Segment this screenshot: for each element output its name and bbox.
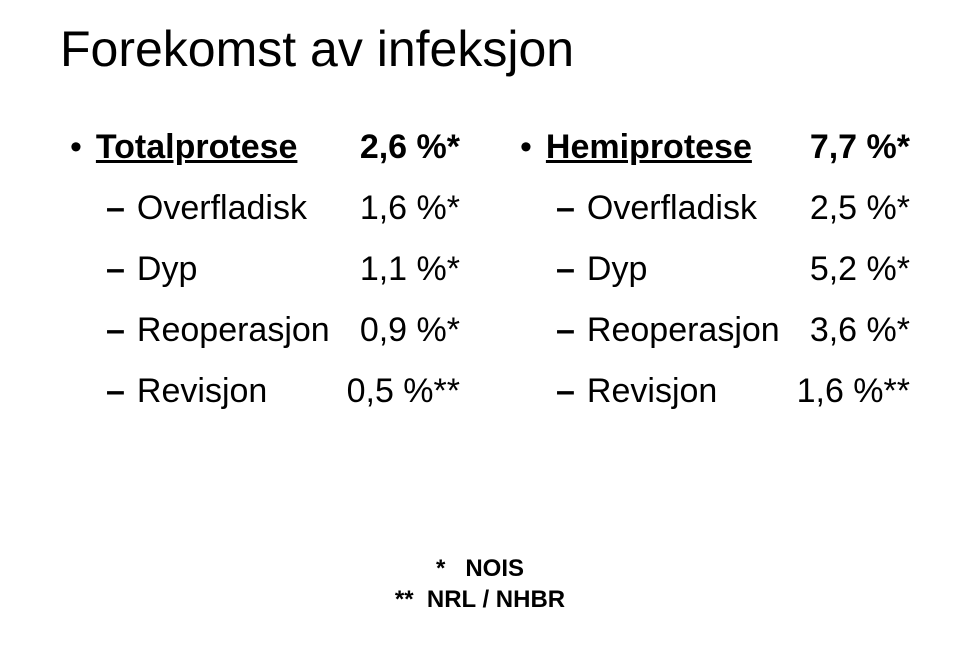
right-row: – Dyp 5,2 %* [520, 250, 910, 289]
left-row-value: 0,9 %* [360, 311, 460, 350]
left-row-value: 1,1 %* [360, 250, 460, 289]
right-row: – Overfladisk 2,5 %* [520, 189, 910, 228]
right-row-label: Dyp [587, 250, 647, 289]
left-row: – Overfladisk 1,6 %* [70, 189, 460, 228]
dash-icon: – [106, 252, 125, 286]
dash-icon: – [556, 191, 575, 225]
left-row: – Revisjon 0,5 %** [70, 372, 460, 411]
right-heading-value: 7,7 %* [810, 128, 910, 167]
bullet-icon: • [520, 130, 532, 164]
right-row: – Revisjon 1,6 %** [520, 372, 910, 411]
columns-container: • Totalprotese 2,6 %* – Overfladisk 1,6 … [70, 128, 910, 433]
left-row: – Reoperasjon 0,9 %* [70, 311, 460, 350]
right-heading-row: • Hemiprotese 7,7 %* [520, 128, 910, 167]
left-row-label: Reoperasjon [137, 311, 330, 350]
right-row-label: Revisjon [587, 372, 717, 411]
dash-icon: – [106, 313, 125, 347]
footnotes: * NOIS ** NRL / NHBR [0, 553, 960, 615]
right-row-value: 3,6 %* [810, 311, 910, 350]
dash-icon: – [556, 313, 575, 347]
right-row-value: 2,5 %* [810, 189, 910, 228]
footnote-line: * NOIS [0, 553, 960, 584]
left-row-label: Overfladisk [137, 189, 307, 228]
left-row-label: Dyp [137, 250, 197, 289]
left-heading-row: • Totalprotese 2,6 %* [70, 128, 460, 167]
left-row-value: 1,6 %* [360, 189, 460, 228]
right-row-value: 1,6 %** [797, 372, 910, 411]
page-title: Forekomst av infeksjon [60, 20, 910, 78]
dash-icon: – [556, 374, 575, 408]
right-row: – Reoperasjon 3,6 %* [520, 311, 910, 350]
right-row-label: Reoperasjon [587, 311, 780, 350]
dash-icon: – [556, 252, 575, 286]
dash-icon: – [106, 191, 125, 225]
left-row: – Dyp 1,1 %* [70, 250, 460, 289]
left-column: • Totalprotese 2,6 %* – Overfladisk 1,6 … [70, 128, 460, 433]
left-heading-label: Totalprotese [96, 128, 298, 167]
left-row-value: 0,5 %** [347, 372, 460, 411]
bullet-icon: • [70, 130, 82, 164]
left-row-label: Revisjon [137, 372, 267, 411]
footnote-line: ** NRL / NHBR [0, 584, 960, 615]
right-row-label: Overfladisk [587, 189, 757, 228]
left-heading-value: 2,6 %* [360, 128, 460, 167]
right-column: • Hemiprotese 7,7 %* – Overfladisk 2,5 %… [520, 128, 910, 433]
dash-icon: – [106, 374, 125, 408]
right-row-value: 5,2 %* [810, 250, 910, 289]
right-heading-label: Hemiprotese [546, 128, 752, 167]
